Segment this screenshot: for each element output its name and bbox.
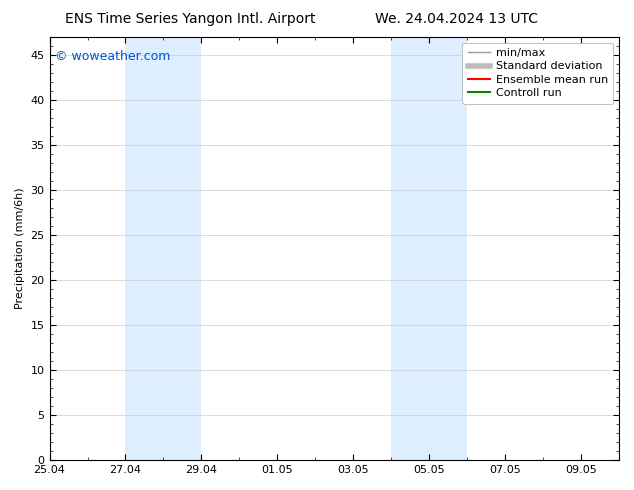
Text: We. 24.04.2024 13 UTC: We. 24.04.2024 13 UTC bbox=[375, 12, 538, 26]
Legend: min/max, Standard deviation, Ensemble mean run, Controll run: min/max, Standard deviation, Ensemble me… bbox=[462, 43, 614, 104]
Bar bbox=[126, 37, 202, 460]
Y-axis label: Precipitation (mm/6h): Precipitation (mm/6h) bbox=[15, 188, 25, 309]
Text: ENS Time Series Yangon Intl. Airport: ENS Time Series Yangon Intl. Airport bbox=[65, 12, 316, 26]
Text: © woweather.com: © woweather.com bbox=[55, 50, 171, 63]
Bar bbox=[391, 37, 467, 460]
